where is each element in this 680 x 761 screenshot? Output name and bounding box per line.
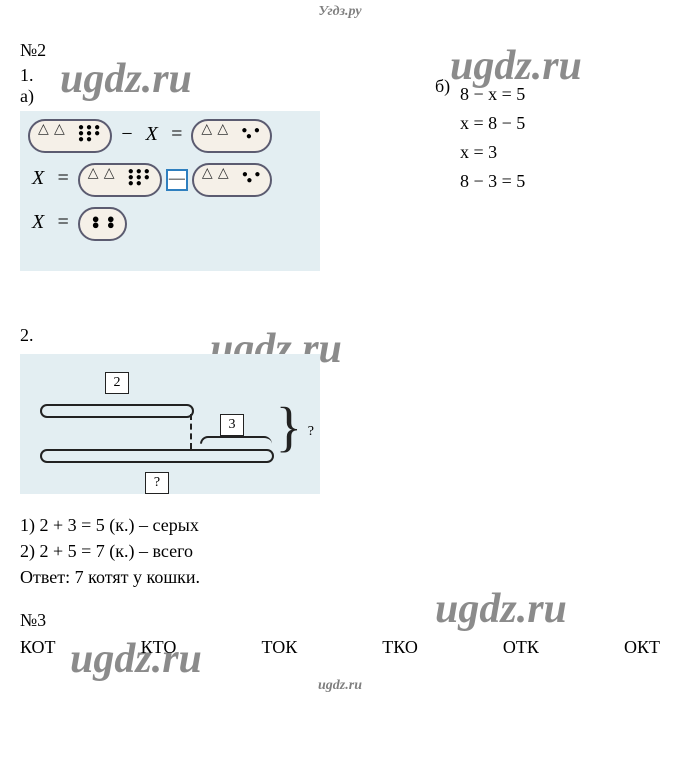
box-bottom: ? [145, 472, 169, 494]
header-watermark: Угдз.ру [318, 4, 361, 20]
part-b-equations: 8 − x = 5 x = 8 − 5 x = 3 8 − 3 = 5 [460, 76, 525, 200]
bar-sub [200, 436, 272, 444]
solution-line-1: 1) 2 + 3 = 5 (к.) – серых [20, 512, 660, 538]
bar-bottom [40, 449, 274, 463]
solution-line-2: 2) 2 + 5 = 7 (к.) – всего [20, 538, 660, 564]
part-a-label: а) [20, 86, 320, 107]
eq-line-4: 8 − 3 = 5 [460, 171, 525, 192]
word-2: КТО [141, 637, 177, 658]
bar-diagram: 2 3 ? } ? [20, 354, 320, 494]
eq-line-3: x = 3 [460, 142, 525, 163]
footer-watermark: ugdz.ru [20, 678, 660, 694]
minus-box: — [166, 169, 188, 191]
exercise-3-label: №3 [20, 610, 660, 631]
solution-lines: 1) 2 + 3 = 5 (к.) – серых 2) 2 + 5 = 7 (… [20, 512, 660, 590]
word-5: ОТК [503, 637, 539, 658]
box-top: 2 [105, 372, 129, 394]
eq-line-2: x = 8 − 5 [460, 113, 525, 134]
solution-line-3: Ответ: 7 котят у кошки. [20, 564, 660, 590]
word-3: ТОК [261, 637, 297, 658]
part-b-label: б) [435, 76, 450, 97]
exercise-2-sub-1: 1. [20, 65, 660, 86]
curly-brace: } [276, 399, 302, 454]
word-6: ОКТ [624, 637, 660, 658]
dash-vertical [190, 414, 192, 449]
bar-top [40, 404, 194, 418]
exercise-3-words: КОТ КТО ТОК ТКО ОТК ОКТ [20, 637, 660, 658]
q-mark-side: ? [308, 424, 314, 440]
word-4: ТКО [382, 637, 418, 658]
exercise-2-sub-2: 2. [20, 325, 660, 346]
eq-line-1: 8 − x = 5 [460, 84, 525, 105]
word-1: КОТ [20, 637, 56, 658]
part-a-diagram: ●●●●●●●● − X = ● ● ● X = ●●●●●●●● — [20, 111, 320, 271]
box-mid: 3 [220, 414, 244, 436]
exercise-2-label: №2 [20, 40, 660, 61]
